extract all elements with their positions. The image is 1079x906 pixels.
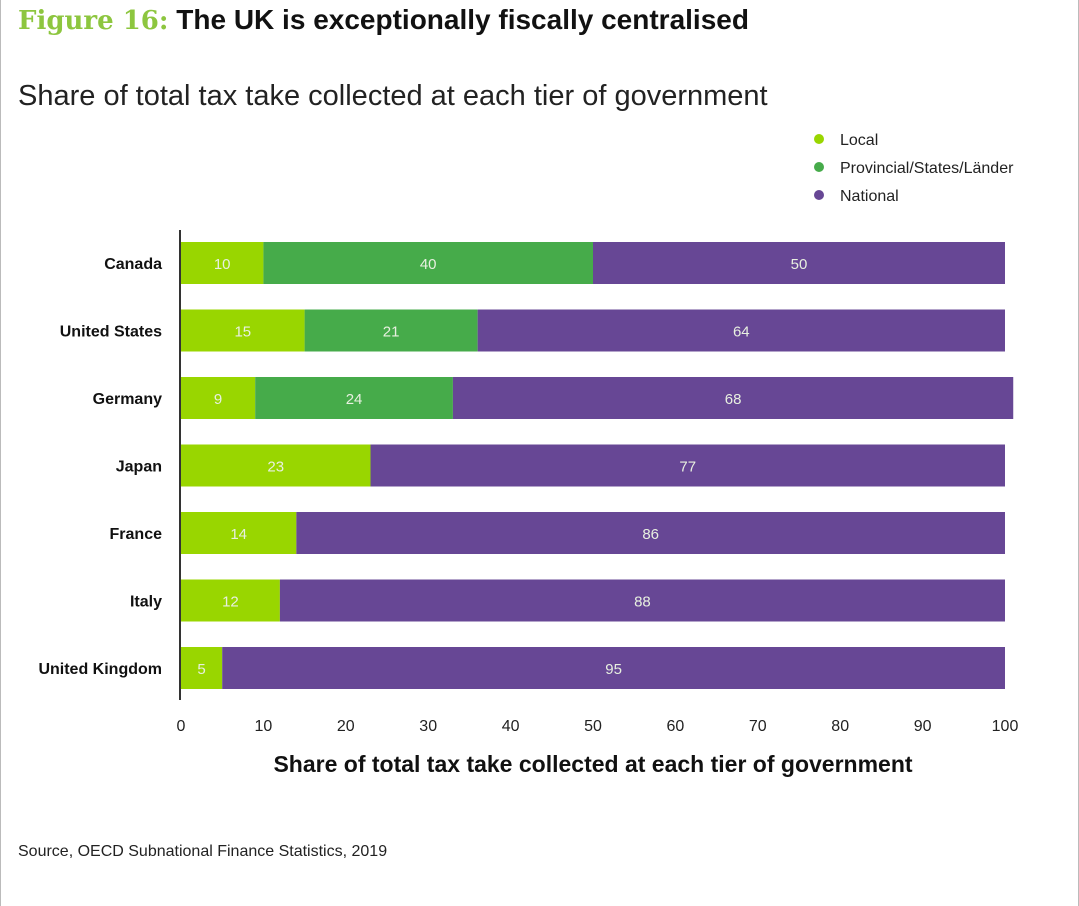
- bar-segment: [181, 242, 264, 284]
- data-label: 95: [605, 661, 622, 678]
- data-label: 21: [383, 324, 400, 341]
- x-tick-label: 40: [502, 718, 520, 735]
- figure-title: Figure 16: The UK is exceptionally fisca…: [18, 4, 749, 36]
- data-label: 10: [214, 256, 231, 273]
- x-tick-label: 70: [749, 718, 767, 735]
- legend-marker: [814, 162, 824, 172]
- legend-marker: [814, 134, 824, 144]
- title-text: The UK is exceptionally fiscally central…: [176, 4, 749, 35]
- x-tick-label: 90: [914, 718, 932, 735]
- data-label: 14: [230, 526, 247, 543]
- bar-segment: [181, 377, 256, 419]
- data-label: 50: [791, 256, 808, 273]
- bar-segment: [181, 512, 297, 554]
- x-tick-label: 100: [992, 718, 1019, 735]
- data-label: 12: [222, 594, 239, 611]
- bar-segment: [181, 309, 305, 352]
- data-label: 86: [642, 526, 659, 543]
- data-label: 9: [214, 391, 222, 408]
- category-label: Japan: [116, 459, 162, 476]
- bar-segment: [263, 242, 593, 284]
- x-tick-label: 0: [177, 718, 186, 735]
- x-tick-label: 50: [584, 718, 602, 735]
- data-label: 24: [346, 391, 363, 408]
- bar-segment: [181, 579, 280, 622]
- figure-label: Figure 16:: [18, 6, 169, 36]
- legend-marker: [814, 190, 824, 200]
- x-tick-label: 10: [255, 718, 273, 735]
- bar-segment: [593, 242, 1005, 284]
- bar-segment: [477, 309, 1005, 352]
- legend-label: Provincial/States/Länder: [840, 160, 1014, 177]
- x-tick-label: 20: [337, 718, 355, 735]
- legend-label: National: [840, 188, 899, 205]
- category-label: France: [110, 526, 163, 543]
- data-label: 68: [725, 391, 742, 408]
- data-label: 40: [420, 256, 437, 273]
- x-tick-label: 60: [667, 718, 685, 735]
- bar-segment: [452, 377, 1014, 419]
- x-tick-label: 80: [831, 718, 849, 735]
- bar-segment: [255, 377, 453, 419]
- legend-label: Local: [840, 132, 878, 149]
- category-label: Germany: [93, 391, 162, 408]
- bar-segment: [304, 309, 478, 352]
- data-label: 64: [733, 324, 750, 341]
- data-label: 88: [634, 594, 651, 611]
- data-label: 23: [267, 459, 284, 476]
- bar-segment: [222, 647, 1005, 689]
- x-axis-label: Share of total tax take collected at eac…: [273, 751, 912, 777]
- x-tick-label: 30: [419, 718, 437, 735]
- category-label: Canada: [104, 256, 162, 273]
- category-label: Italy: [130, 594, 162, 611]
- data-label: 15: [234, 324, 251, 341]
- bar-segment: [370, 444, 1005, 487]
- chart-subtitle: Share of total tax take collected at eac…: [18, 80, 768, 112]
- data-label: 77: [679, 459, 696, 476]
- data-label: 5: [197, 661, 205, 678]
- category-label: United States: [60, 324, 162, 341]
- source-note: Source, OECD Subnational Finance Statist…: [18, 843, 388, 860]
- bar-segment: [279, 579, 1005, 622]
- bar-segment: [181, 444, 371, 487]
- category-label: United Kingdom: [38, 661, 162, 678]
- bar-segment: [296, 512, 1005, 554]
- bar-segment: [181, 647, 223, 689]
